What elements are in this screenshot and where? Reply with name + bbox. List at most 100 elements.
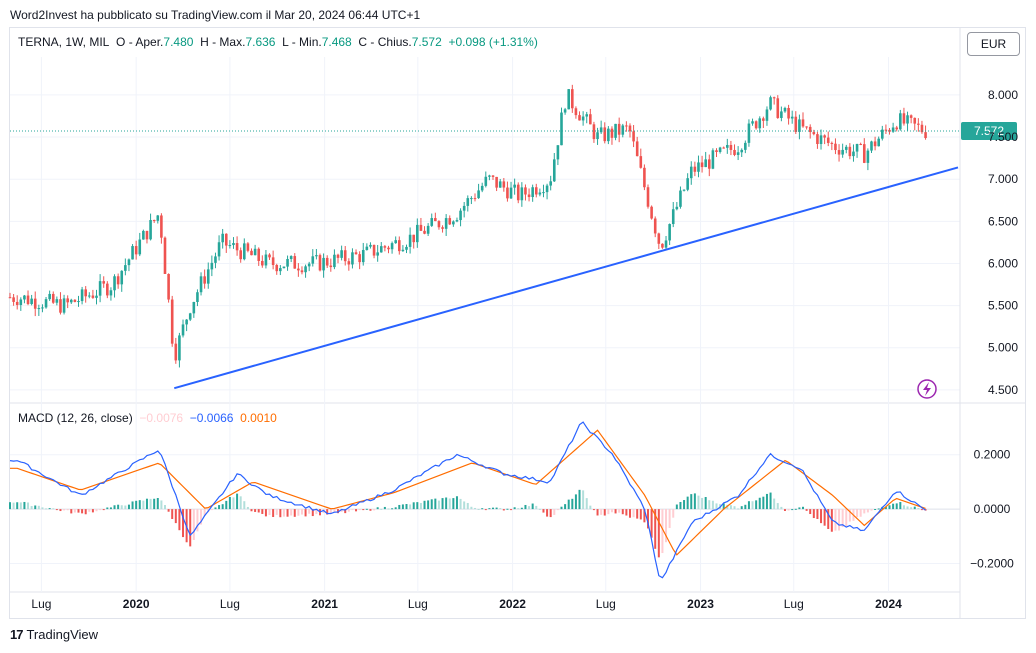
- candle-body: [228, 245, 232, 247]
- macd-histogram-bar: [27, 502, 30, 510]
- candle-body: [282, 266, 286, 269]
- candle-body: [603, 127, 607, 142]
- currency-button[interactable]: EUR: [967, 32, 1020, 56]
- candle-body: [466, 198, 470, 206]
- candle-body: [315, 255, 318, 257]
- candle-body: [430, 218, 434, 226]
- macd-histogram-bar: [672, 509, 675, 518]
- macd-histogram-bar: [625, 509, 628, 516]
- macd-tick-label: 0.0000: [974, 502, 1011, 516]
- candle-body: [15, 301, 19, 305]
- candle-body: [578, 115, 581, 121]
- candle-body: [826, 137, 830, 143]
- macd-histogram-bar: [120, 505, 123, 510]
- candle-body: [585, 114, 589, 117]
- macd-histogram-bar: [232, 497, 235, 510]
- candle-body: [693, 166, 697, 172]
- candle-body: [574, 108, 578, 116]
- candle-body: [275, 265, 279, 272]
- macd-histogram-bar: [791, 509, 794, 511]
- macd-histogram-bar: [582, 490, 585, 510]
- macd-histogram-bar: [109, 507, 112, 510]
- macd-histogram-bar: [920, 509, 923, 511]
- candle-body: [621, 125, 625, 135]
- candle-body: [909, 115, 913, 118]
- candle-body: [19, 299, 23, 305]
- candle-body: [322, 257, 325, 271]
- candle-body: [250, 250, 253, 256]
- candle-body: [286, 258, 289, 267]
- candle-body: [794, 116, 798, 132]
- axes: 8.000 7.500 7.000 6.500 6.000 5.500 5.000 4.500…: [31, 88, 1018, 611]
- candle-body: [387, 247, 390, 250]
- candle-body: [394, 240, 397, 244]
- price-tick-label: 6.500: [988, 214, 1018, 228]
- candle-body: [203, 276, 206, 284]
- macd-histogram-bar: [344, 509, 347, 514]
- candle-body: [560, 112, 563, 146]
- macd-histogram-bar: [286, 509, 289, 517]
- macd-histogram-bar: [892, 503, 895, 510]
- candle-body: [563, 109, 567, 113]
- macd-histogram-bar: [23, 501, 26, 510]
- macd-legend: MACD (12, 26, close) −0.0076 −0.0066 0.0…: [18, 411, 277, 425]
- candle-body: [419, 224, 423, 231]
- macd-histogram-bar: [495, 507, 498, 510]
- candle-body: [614, 123, 617, 138]
- published-by-text: Word2Invest ha pubblicato su TradingView…: [10, 8, 421, 22]
- macd-histogram-bar: [722, 503, 725, 510]
- candle-body: [549, 181, 552, 186]
- macd-histogram-bar: [470, 506, 473, 510]
- macd-histogram-bar: [481, 508, 484, 510]
- macd-tick-label: −0.2000: [970, 557, 1014, 571]
- macd-histogram-bar: [877, 508, 880, 510]
- candle-body: [152, 220, 156, 222]
- candle-body: [199, 276, 203, 293]
- candle-body: [769, 97, 772, 110]
- macd-histogram-bar: [528, 506, 531, 510]
- candle-body: [311, 256, 315, 264]
- macd-histogram-bar: [632, 509, 635, 518]
- macd-histogram-bar: [347, 509, 350, 512]
- macd-histogram-bar: [578, 489, 581, 510]
- macd-histogram-bar: [517, 508, 520, 510]
- candle-body: [44, 299, 48, 308]
- candle-body: [625, 125, 628, 127]
- time-tick-label: 2020: [123, 597, 150, 611]
- macd-histogram-bar: [398, 504, 401, 510]
- macd-histogram-bar: [802, 506, 805, 510]
- macd-histogram-bar: [520, 507, 523, 510]
- candle-body: [516, 184, 520, 201]
- candle-body: [571, 89, 574, 109]
- candle-body: [224, 233, 228, 246]
- macd-histogram-bar: [300, 509, 303, 515]
- time-tick-label: Lug: [784, 597, 804, 611]
- candle-body: [113, 276, 116, 291]
- macd-histogram-bar: [192, 509, 195, 540]
- macd-histogram-bar: [693, 493, 696, 510]
- macd-line: [9, 421, 926, 579]
- macd-histogram-bar: [236, 493, 239, 510]
- candle-body: [401, 249, 405, 252]
- candle-body: [214, 256, 217, 263]
- macd-histogram-bar: [888, 505, 891, 510]
- macd-histogram-bar: [567, 499, 570, 510]
- macd-histogram-bar: [484, 509, 487, 511]
- macd-histogram-bar: [564, 504, 567, 510]
- candle-body: [188, 313, 192, 320]
- candle-body: [365, 246, 369, 250]
- candle-body: [271, 257, 275, 266]
- tradingview-footer[interactable]: 17 TradingView: [10, 627, 98, 642]
- candle-body: [480, 185, 484, 191]
- candle-body: [156, 215, 160, 221]
- candle-body: [8, 297, 12, 299]
- macd-tick-label: 0.2000: [974, 448, 1011, 462]
- macd-histogram-bar: [156, 498, 159, 510]
- macd-histogram-bar: [488, 508, 491, 510]
- macd-histogram-bar: [701, 497, 704, 510]
- macd-histogram-bar: [762, 496, 765, 510]
- macd-histogram-bar: [394, 507, 397, 510]
- macd-histogram-bar: [452, 498, 455, 510]
- candle-body: [120, 270, 124, 285]
